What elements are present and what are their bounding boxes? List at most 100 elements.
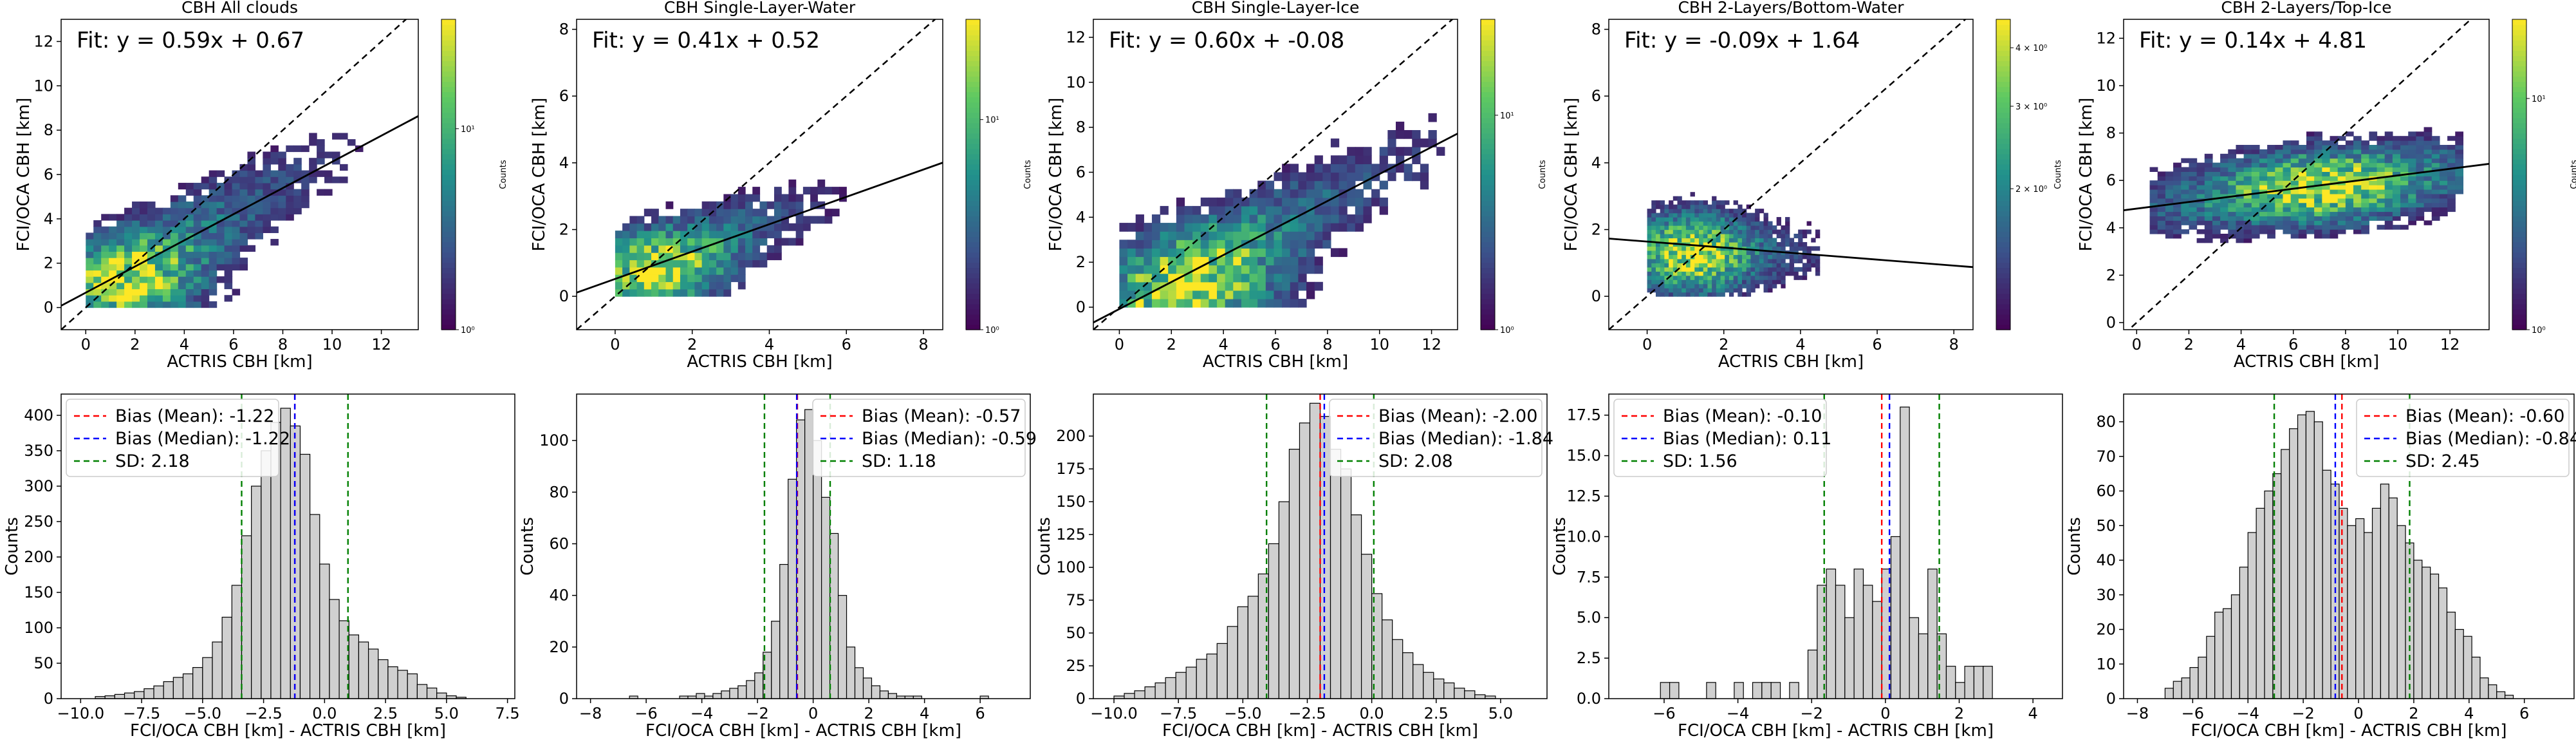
heatmap-cell — [1746, 263, 1752, 268]
heatmap-cell — [2322, 207, 2331, 212]
heatmap-cell — [2423, 189, 2432, 194]
heatmap-cell — [824, 216, 833, 224]
heatmap-cell — [1669, 258, 1674, 263]
heatmap-cell — [1725, 275, 1730, 280]
heatmap-cell — [658, 245, 667, 253]
heatmap-cell — [622, 281, 630, 290]
heatmap-cell — [1363, 155, 1372, 165]
colorbar-segment — [2512, 133, 2526, 139]
heatmap-cell — [1677, 238, 1682, 243]
heatmap-cell — [644, 231, 652, 239]
x-tick-label: 8 — [1322, 335, 1332, 354]
heatmap-cell — [2439, 185, 2448, 190]
histogram-bar — [721, 690, 730, 699]
heatmap-cell — [2431, 136, 2440, 141]
heatmap-cell — [2283, 198, 2292, 203]
colorbar-segment — [2512, 205, 2526, 211]
heatmap-cell — [2337, 198, 2346, 203]
heatmap-cell — [1781, 246, 1786, 251]
heatmap-cell — [270, 201, 279, 209]
heatmap-cell — [2384, 140, 2393, 146]
heatmap-cell — [2369, 180, 2378, 185]
heatmap-cell — [1789, 241, 1795, 247]
heatmap-cell — [193, 270, 202, 277]
heatmap-cell — [93, 245, 102, 252]
heatmap-cell — [1664, 246, 1669, 251]
heatmap-cell — [2345, 180, 2354, 185]
histogram-bar — [746, 680, 755, 699]
heatmap-cell — [1768, 258, 1773, 263]
heatmap-cell — [1233, 214, 1242, 223]
heatmap-cell — [1249, 256, 1258, 266]
heatmap-cell — [1673, 292, 1678, 297]
heatmap-cell — [239, 263, 248, 271]
heatmap-cell — [247, 176, 256, 184]
colorbar-segment — [1481, 91, 1495, 98]
heatmap-cell — [278, 195, 286, 202]
heatmap-cell — [1728, 212, 1734, 218]
heatmap-cell — [1728, 288, 1734, 293]
heatmap-cell — [1677, 200, 1682, 205]
heatmap-cell — [2149, 193, 2158, 199]
heatmap-cell — [2447, 198, 2456, 203]
heatmap-cell — [1282, 180, 1291, 190]
heatmap-cell — [2384, 198, 2393, 203]
histogram-bar — [2413, 560, 2423, 699]
histogram-bar — [1206, 654, 1218, 699]
heatmap-cell — [1651, 250, 1656, 255]
heatmap-cell — [2400, 158, 2409, 164]
heatmap-cell — [193, 201, 202, 209]
heatmap-cell — [687, 267, 696, 275]
colorbar-segment — [966, 143, 980, 149]
heatmap-cell — [2431, 207, 2440, 212]
heatmap-cell — [2259, 211, 2268, 216]
heatmap-cell — [615, 259, 623, 268]
x-tick-label: −8 — [579, 704, 602, 722]
heatmap-cell — [1200, 273, 1210, 283]
heatmap-cell — [1802, 246, 1808, 251]
heatmap-cell — [1763, 217, 1768, 222]
heatmap-cell — [701, 267, 710, 275]
heatmap-cell — [1716, 200, 1721, 205]
histogram-bar — [163, 681, 174, 699]
heatmap-cell — [201, 239, 210, 246]
heatmap-cell — [1274, 172, 1283, 182]
heatmap-cell — [247, 220, 256, 227]
heatmap-cell — [2290, 185, 2299, 190]
x-tick-label: −7.5 — [1160, 704, 1197, 722]
heatmap-cell — [2236, 238, 2245, 243]
heatmap-cell — [101, 214, 109, 221]
heatmap-cell — [2314, 162, 2322, 168]
heatmap-cell — [324, 151, 333, 158]
heatmap-cell — [709, 274, 717, 283]
heatmap-cell — [658, 216, 667, 224]
heatmap-cell — [2290, 202, 2299, 208]
heatmap-cell — [2283, 145, 2292, 150]
heatmap-cell — [2408, 193, 2416, 199]
heatmap-cell — [1200, 265, 1210, 274]
heatmap-cell — [1685, 233, 1691, 239]
heatmap-cell — [1347, 155, 1356, 165]
heatmap-cell — [1306, 172, 1315, 182]
heatmap-cell — [239, 182, 248, 190]
heatmap-cell — [687, 259, 696, 268]
heatmap-cell — [1282, 197, 1291, 207]
heatmap-cell — [1647, 267, 1652, 272]
heatmap-cell — [1806, 263, 1812, 268]
histogram-bar — [426, 687, 438, 699]
heatmap-cell — [154, 276, 163, 283]
heatmap-cell — [1387, 172, 1396, 182]
heatmap-cell — [1677, 233, 1682, 239]
heatmap-cell — [1420, 172, 1429, 182]
heatmap-cell — [2353, 149, 2362, 155]
colorbar-segment — [966, 81, 980, 88]
heatmap-cell — [2236, 233, 2245, 239]
heatmap-cell — [1151, 240, 1161, 249]
heatmap-cell — [1806, 254, 1812, 259]
heatmap-cell — [1225, 265, 1234, 274]
heatmap-cell — [1746, 246, 1752, 251]
heatmap-cell — [1347, 214, 1356, 223]
heatmap-cell — [1660, 200, 1665, 205]
heatmap-cell — [795, 238, 804, 246]
heatmap-cell — [2447, 189, 2456, 194]
